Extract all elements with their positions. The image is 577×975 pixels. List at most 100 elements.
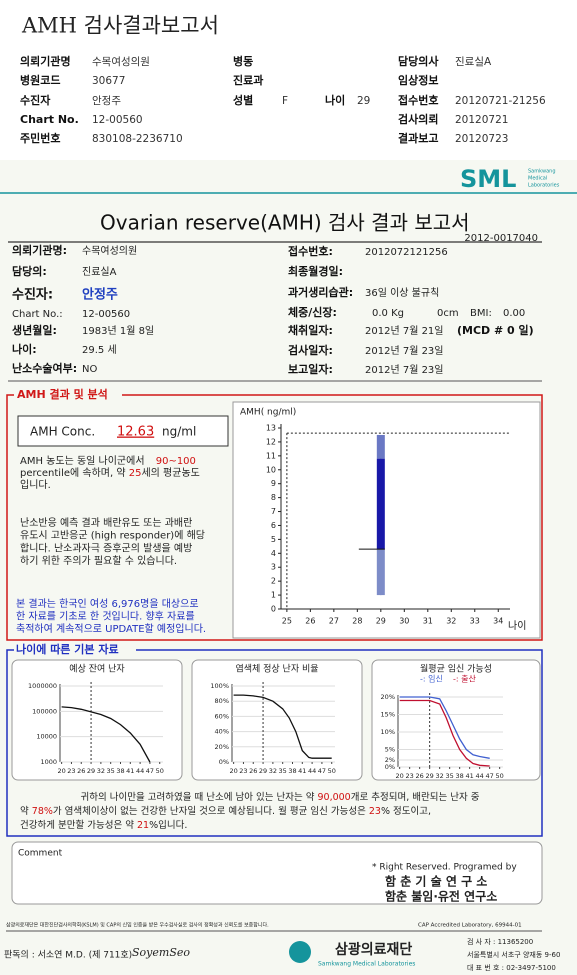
- field-label: 병동: [233, 54, 253, 68]
- y-tick-label: 3: [271, 563, 276, 572]
- y-tick-label: 15%: [381, 711, 395, 719]
- doc-no: 2012-0017040: [464, 233, 538, 244]
- field-label: 의뢰기관명: [20, 54, 71, 68]
- chart-title: 염색체 정상 난자 비율: [235, 664, 318, 675]
- x-tick-label: 38: [288, 767, 296, 775]
- text: 78%: [32, 806, 53, 817]
- x-tick-label: 26: [305, 617, 315, 626]
- field-value: 20120723: [455, 133, 508, 145]
- text: 21: [137, 820, 149, 831]
- y-tick-label: 20%: [381, 693, 395, 701]
- y-axis-label: AMH( ng/ml): [240, 408, 296, 418]
- field-label: 접수번호: [398, 93, 438, 107]
- field-label: 주민번호: [20, 131, 60, 145]
- box-segment: [376, 549, 385, 596]
- x-tick-label: 32: [436, 772, 444, 780]
- y-tick-label: 0%: [385, 763, 395, 771]
- text: AMH 농도는 동일 나이군에서: [20, 455, 145, 467]
- x-tick-label: 44: [476, 772, 484, 780]
- label: 접수번호:: [288, 244, 333, 258]
- x-tick-label: 32: [97, 767, 105, 775]
- y-tick-label: 1000000: [28, 682, 57, 690]
- x-tick-label: 32: [446, 617, 456, 626]
- header-bg: [0, 0, 577, 160]
- tab-bg: [14, 644, 136, 656]
- field-label: 검사의뢰: [398, 112, 438, 126]
- label: 최종월경일:: [288, 264, 343, 278]
- label: 채취일자:: [288, 323, 333, 337]
- x-tick-label: 44: [136, 767, 144, 775]
- logo-sub: Laboratories: [528, 183, 560, 189]
- x-tick-label: 23: [67, 767, 75, 775]
- text: 약: [20, 805, 29, 817]
- x-tick-label: 41: [466, 772, 474, 780]
- result-box: [17, 415, 229, 447]
- y-tick-label: 5%: [385, 746, 395, 754]
- panel: [191, 659, 363, 781]
- legend-entry: -: 출산: [453, 674, 476, 684]
- x-tick-label: 20: [57, 767, 65, 775]
- page-title: AMH 검사결과보고서: [21, 14, 219, 38]
- section-title: AMH 결과 및 분석: [17, 387, 108, 401]
- y-tick-label: 11: [266, 451, 276, 460]
- text: %입니다.: [149, 819, 187, 831]
- y-tick-label: 2%: [385, 756, 395, 764]
- y-tick-label: 5: [271, 535, 276, 544]
- field-value: 20120721-21256: [455, 95, 546, 107]
- org-en: Samkwang Medical Laboratories: [318, 961, 415, 968]
- x-tick-label: 29: [87, 767, 95, 775]
- text-line: 난소반응 예측 결과 배란유도 또는 과배란: [20, 517, 192, 529]
- y-tick-label: 80%: [215, 697, 229, 705]
- field-label: 성별: [233, 93, 253, 107]
- chart-title: 월평균 임신 가능성: [420, 663, 492, 675]
- text-line: 한 자료를 기초로 한 것입니다. 향후 자료를: [16, 610, 195, 623]
- basic-section: [6, 649, 543, 837]
- x-tick-label: 38: [116, 767, 124, 775]
- value: 수목여성의원: [82, 245, 137, 257]
- y-tick-label: 0: [271, 605, 276, 614]
- summary: 약 78%가 염색체이상이 없는 건강한 난자일 것으로 예상됩니다. 월 평균…: [20, 805, 431, 817]
- amh-section: [6, 394, 543, 641]
- field-label: 임상정보: [398, 73, 438, 87]
- org-name: 삼광의료재단: [335, 941, 412, 958]
- x-tick-label: 35: [446, 772, 454, 780]
- summary: 건강하게 분만할 가능성은 약 21%입니다.: [20, 819, 187, 831]
- info-left: 의뢰기관명: 수목여성의원 담당의: 진료실A 수진자: 안정주 Chart N…: [12, 243, 154, 375]
- field-label: 병원코드: [20, 73, 60, 87]
- y-tick-label: 100%: [210, 682, 229, 690]
- inspector: 검 사 자 : 11365200: [467, 937, 533, 946]
- x-tick-label: 23: [406, 772, 414, 780]
- x-tick-label: 47: [486, 772, 494, 780]
- text-line: 본 결과는 한국인 여성 6,976명을 대상으로: [16, 598, 199, 610]
- x-tick-label: 31: [423, 617, 433, 626]
- series-line: [399, 699, 490, 767]
- value: NO: [82, 364, 97, 375]
- x-tick-label: 26: [416, 772, 424, 780]
- label: 난소수술여부:: [12, 361, 77, 375]
- summary: 귀하의 나이만을 고려하였을 때 난소에 남아 있는 난자는 약 90,000개…: [81, 791, 480, 803]
- footer-note: 삼광의료재단은 대한진단검사의학회(KSLM) 및 CAP의 신임 인증을 받은…: [6, 922, 269, 929]
- y-tick-label: 1: [271, 591, 276, 600]
- x-tick-label: 30: [399, 617, 409, 626]
- value: 29.5 세: [82, 344, 117, 356]
- x-tick-label: 47: [318, 767, 326, 775]
- y-tick-label: 20%: [215, 743, 229, 751]
- panel: [11, 659, 183, 781]
- value: 안정주: [82, 287, 118, 303]
- field-label: 결과보고: [398, 131, 438, 145]
- field-value: F: [282, 95, 288, 107]
- y-tick-label: 10%: [381, 728, 395, 736]
- chart-frame: [232, 401, 541, 639]
- value: 2012년 7월 23일: [365, 364, 444, 376]
- text: 90,000: [317, 792, 350, 803]
- comment-label: Comment: [18, 849, 63, 859]
- logo-sub: Medical: [528, 176, 547, 182]
- info-right: 접수번호: 2012072121256 최종월경일: 과거생리습관: 36일 이…: [288, 244, 534, 376]
- paragraph: AMH 농도는 동일 나이군에서 90~100: [20, 455, 196, 467]
- comment-box: [11, 841, 543, 905]
- chart-title: 예상 잔여 난자: [69, 663, 125, 675]
- y-tick-label: 12: [266, 437, 276, 446]
- x-tick-label: 47: [146, 767, 154, 775]
- y-tick-label: 13: [266, 424, 276, 433]
